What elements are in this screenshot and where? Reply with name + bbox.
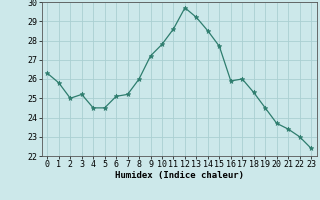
X-axis label: Humidex (Indice chaleur): Humidex (Indice chaleur) xyxy=(115,171,244,180)
